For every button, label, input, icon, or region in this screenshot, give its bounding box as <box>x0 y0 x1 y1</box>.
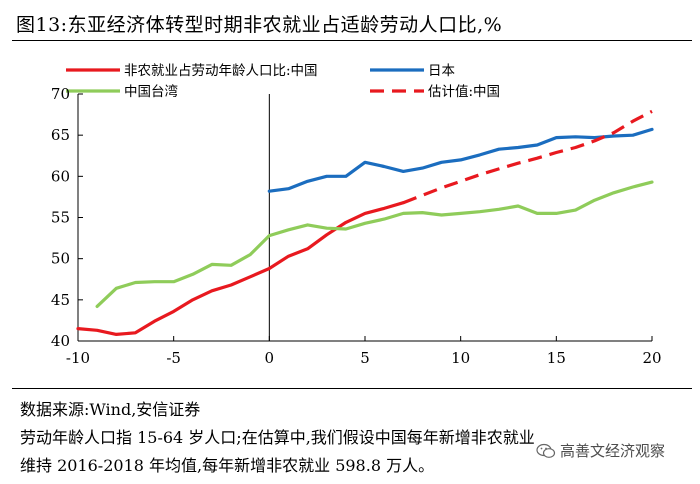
y-tick-label: 70 <box>51 85 70 103</box>
source-note: 数据来源:Wind,安信证券 <box>20 400 201 419</box>
y-tick-label: 45 <box>51 291 70 309</box>
y-tick-label: 50 <box>51 250 70 268</box>
footnote-line-1: 劳动年龄人口指 15-64 岁人口;在估算中,我们假设中国每年新增非农就业 <box>20 428 535 447</box>
x-tick-label: -5 <box>166 349 181 367</box>
watermark: 高善文经济观察 <box>536 440 665 461</box>
x-tick-label: 15 <box>547 349 566 367</box>
watermark-text: 高善文经济观察 <box>560 442 666 460</box>
footnote-line-2: 维持 2016-2018 年均值,每年新增非农就业 598.8 万人。 <box>20 456 435 475</box>
y-tick-label: 40 <box>51 332 70 350</box>
chart-title: 图13:东亚经济体转型时期非农就业占适龄劳动人口比,% <box>16 14 503 36</box>
legend-label: 日本 <box>428 63 455 79</box>
series-line <box>95 180 654 308</box>
x-tick-label: 10 <box>451 349 470 367</box>
x-tick-label: 0 <box>265 349 275 367</box>
legend-label: 中国台湾 <box>124 83 178 100</box>
series-line <box>76 201 405 336</box>
legend-label: 估计值:中国 <box>428 84 500 100</box>
wechat-icon <box>536 443 556 459</box>
chart-axes: 40 45 50 55 60 65 70 -10 -5 0 5 10 15 20 <box>51 85 662 367</box>
legend-label: 非农就业占劳动年龄人口比:中国 <box>124 63 318 79</box>
bottom-rule <box>12 388 692 389</box>
x-tick-label: -10 <box>66 349 90 367</box>
y-tick-label: 60 <box>51 167 70 185</box>
y-tick-label: 65 <box>51 126 70 144</box>
series-line <box>267 127 654 193</box>
series-lines <box>76 109 654 336</box>
series-line <box>402 109 653 205</box>
x-tick-label: 20 <box>642 349 661 367</box>
x-tick-label: 5 <box>360 349 370 367</box>
top-rule <box>12 40 692 41</box>
y-tick-label: 55 <box>51 209 70 227</box>
